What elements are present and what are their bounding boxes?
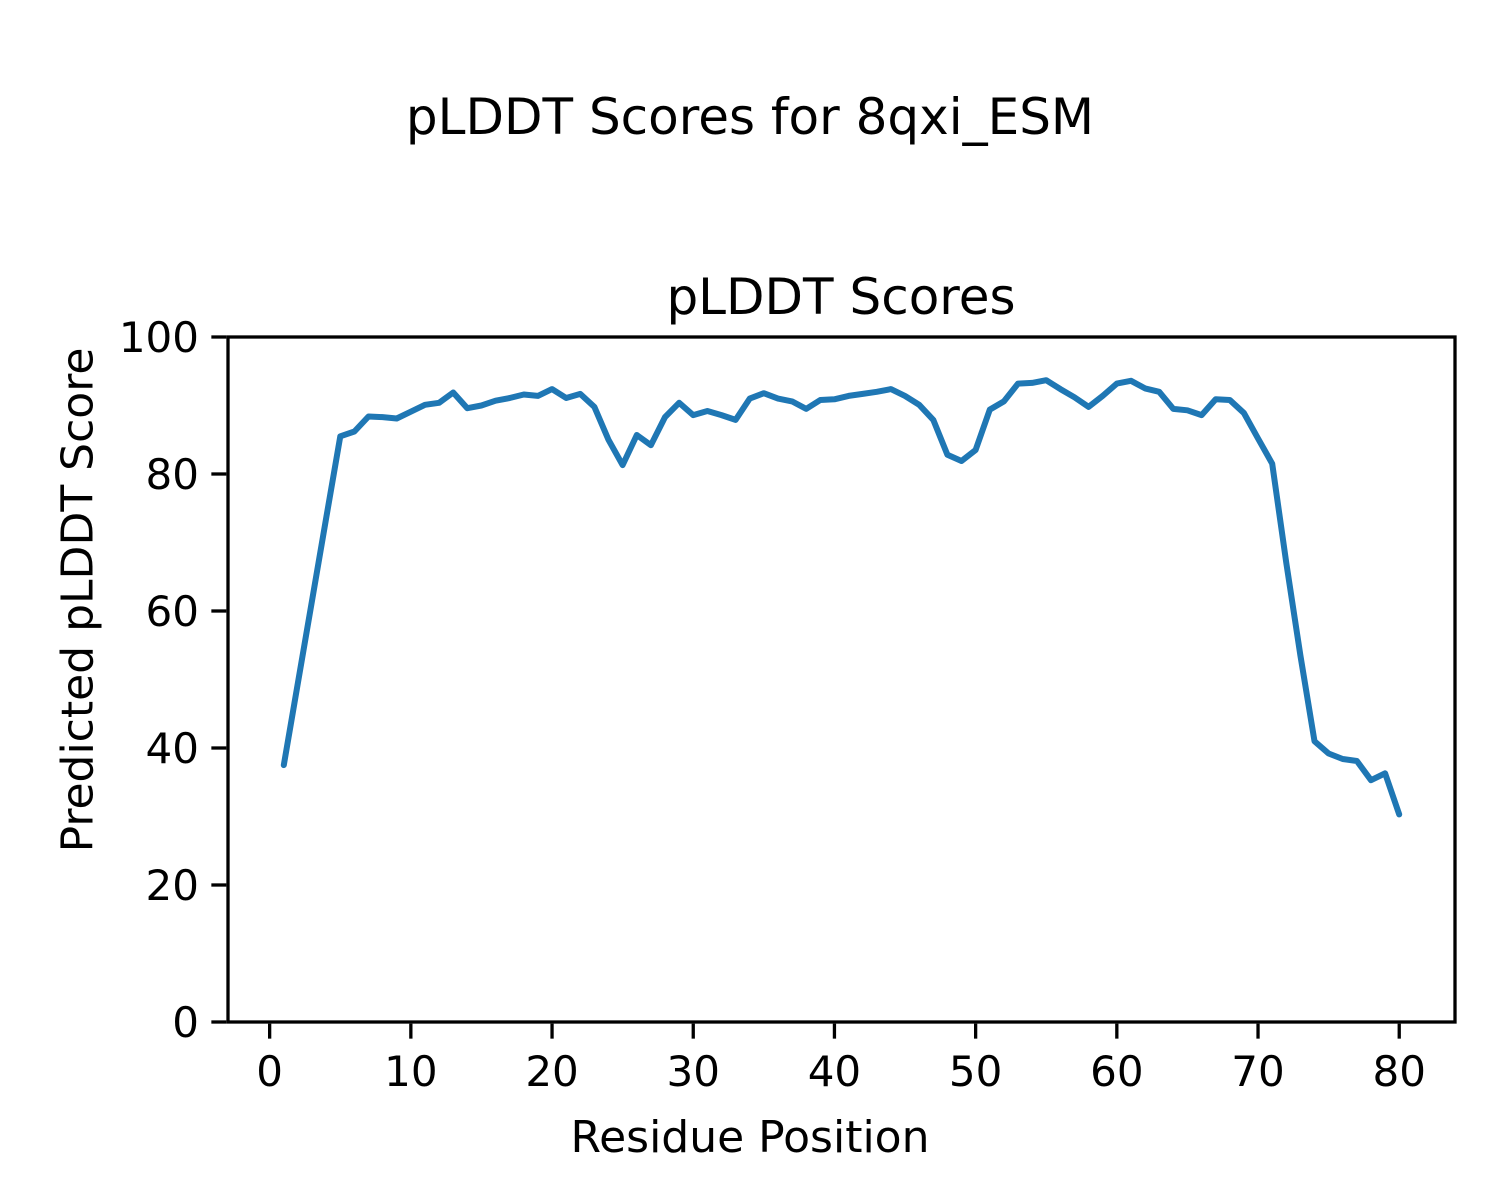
x-tick-label: 40 bbox=[808, 1047, 861, 1096]
y-tick-label: 40 bbox=[146, 724, 199, 773]
y-tick-label: 20 bbox=[146, 861, 199, 910]
x-axis-label: Residue Position bbox=[570, 1112, 930, 1163]
y-tick-label: 80 bbox=[146, 450, 199, 499]
x-tick-label: 10 bbox=[384, 1047, 437, 1096]
axes-title: pLDDT Scores bbox=[666, 268, 1016, 326]
x-tick-label: 0 bbox=[256, 1047, 283, 1096]
x-tick-label: 20 bbox=[525, 1047, 578, 1096]
y-tick-label: 100 bbox=[119, 313, 199, 362]
x-tick-label: 50 bbox=[949, 1047, 1002, 1096]
x-tick-label: 60 bbox=[1090, 1047, 1143, 1096]
y-axis-label: Predicted pLDDT Score bbox=[52, 347, 104, 853]
y-tick-label: 60 bbox=[146, 587, 199, 636]
x-tick-label: 80 bbox=[1373, 1047, 1426, 1096]
y-tick-label: 0 bbox=[172, 998, 199, 1047]
plddt-line bbox=[280, 377, 1403, 818]
figure-title: pLDDT Scores for 8qxi_ESM bbox=[405, 88, 1095, 146]
x-tick-label: 30 bbox=[667, 1047, 720, 1096]
axes-spines bbox=[226, 335, 1457, 1024]
x-tick-label: 70 bbox=[1231, 1047, 1284, 1096]
